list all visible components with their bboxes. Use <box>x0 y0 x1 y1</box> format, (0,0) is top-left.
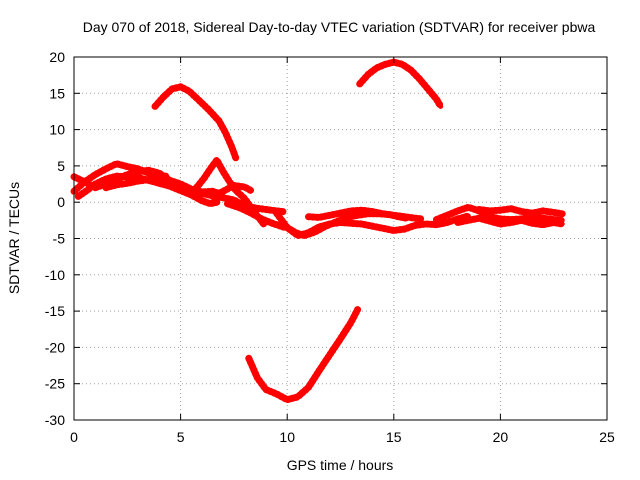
x-axis-tick-labels: 0 5 10 15 20 25 <box>70 429 615 445</box>
series-markers-arc-13 <box>432 203 566 224</box>
plot-frame <box>73 56 608 421</box>
x-tick-label: 25 <box>599 429 615 445</box>
data-series <box>70 58 566 404</box>
series-markers-arc-7 <box>102 172 170 192</box>
grid <box>74 57 607 420</box>
x-tick-label: 0 <box>70 429 78 445</box>
y-tick-label: -30 <box>45 412 65 428</box>
series-markers-arc-2 <box>356 58 445 110</box>
y-tick-label: -5 <box>53 231 66 247</box>
y-tick-label: 20 <box>49 49 65 65</box>
y-tick-label: 0 <box>57 194 65 210</box>
y-tick-label: -15 <box>45 303 65 319</box>
x-tick-label: 15 <box>386 429 402 445</box>
y-tick-label: -20 <box>45 339 65 355</box>
series-markers-arc-15 <box>454 214 566 229</box>
chart-title: Day 070 of 2018, Sidereal Day-to-day VTE… <box>83 19 596 35</box>
y-axis-title: SDTVAR / TECUs <box>6 182 22 294</box>
y-tick-label: 15 <box>49 85 65 101</box>
x-tick-label: 20 <box>493 429 509 445</box>
y-tick-label: -25 <box>45 376 65 392</box>
y-tick-label: 10 <box>49 122 65 138</box>
series-markers-arc-3 <box>245 306 362 404</box>
y-axis-tick-labels: -30 -25 -20 -15 -10 -5 0 5 10 15 20 <box>45 49 65 428</box>
series-markers-arc-14 <box>475 205 566 218</box>
series-markers-arc-9 <box>209 182 255 200</box>
y-tick-label: -10 <box>45 267 65 283</box>
series-markers-arc-8 <box>187 156 268 228</box>
series-markers-arc-11 <box>273 209 472 240</box>
series-markers-arc-1 <box>151 83 240 163</box>
axis-ticks <box>73 56 608 421</box>
series-markers-arc-5 <box>70 166 223 197</box>
x-tick-label: 5 <box>177 429 185 445</box>
y-tick-label: 5 <box>57 158 65 174</box>
series-markers-arc-12 <box>305 206 425 223</box>
x-tick-label: 10 <box>279 429 295 445</box>
x-axis-title: GPS time / hours <box>287 457 394 473</box>
